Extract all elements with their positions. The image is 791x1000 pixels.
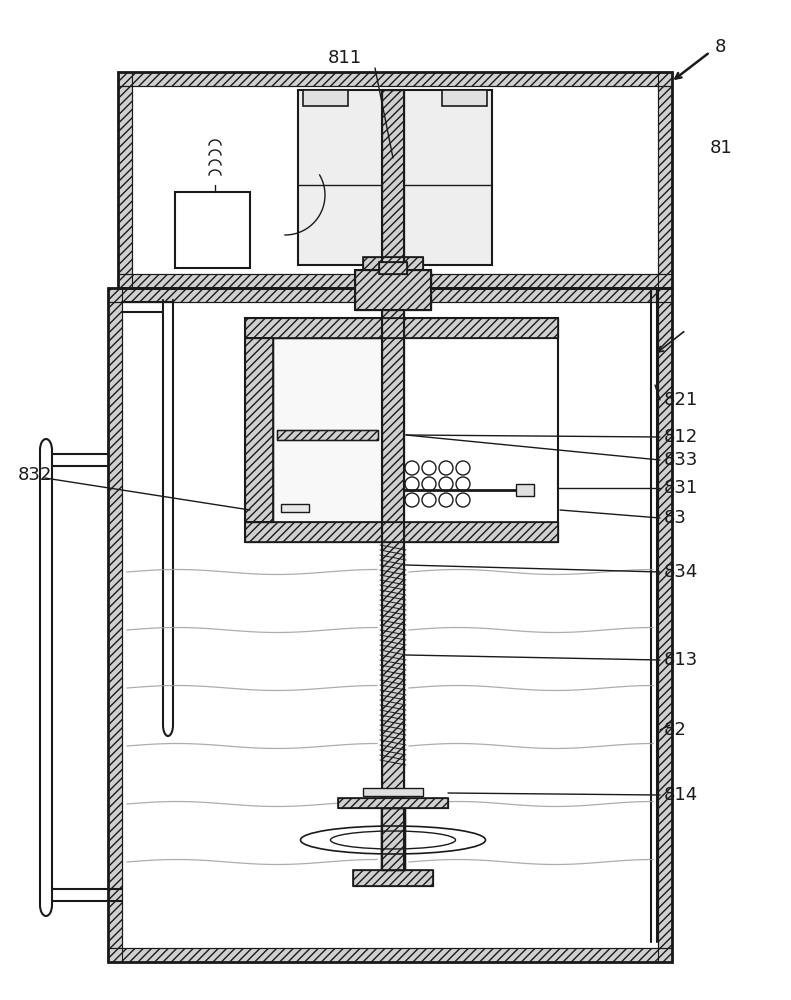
Bar <box>118 72 672 288</box>
Bar <box>118 72 672 86</box>
Bar <box>442 90 487 106</box>
Bar <box>281 504 309 512</box>
Bar <box>303 90 348 106</box>
Bar <box>108 288 672 962</box>
Bar <box>245 338 273 522</box>
Bar <box>245 522 558 542</box>
Bar <box>363 788 423 796</box>
Bar <box>277 430 378 440</box>
Bar <box>382 90 404 885</box>
Bar <box>382 90 404 885</box>
Bar <box>118 72 672 86</box>
Bar <box>245 338 273 522</box>
Text: 831: 831 <box>664 479 698 497</box>
Bar <box>355 270 431 310</box>
Bar <box>273 338 382 522</box>
Bar <box>118 72 132 288</box>
Bar <box>338 798 448 808</box>
Bar <box>355 270 431 310</box>
Bar <box>381 808 405 870</box>
Bar <box>353 870 433 886</box>
Bar <box>108 288 672 302</box>
Bar <box>298 90 492 265</box>
Text: 81: 81 <box>710 139 732 157</box>
Text: 832: 832 <box>18 466 52 484</box>
Bar <box>245 522 558 542</box>
Bar <box>245 318 558 338</box>
Bar <box>245 318 558 338</box>
Bar <box>381 808 405 870</box>
Text: 813: 813 <box>664 651 698 669</box>
Bar <box>245 338 273 522</box>
Text: 821: 821 <box>664 391 698 409</box>
Bar <box>379 262 407 274</box>
Bar <box>516 484 534 496</box>
Text: 812: 812 <box>664 428 698 446</box>
Bar <box>338 798 448 808</box>
Bar <box>658 288 672 962</box>
Bar <box>363 257 423 273</box>
Bar <box>108 948 672 962</box>
Bar <box>353 870 433 886</box>
Bar <box>108 948 672 962</box>
Bar <box>658 288 672 962</box>
Text: 8: 8 <box>715 38 726 56</box>
Bar <box>381 808 405 870</box>
Bar <box>108 288 672 962</box>
Bar <box>108 288 122 962</box>
Text: 833: 833 <box>664 451 698 469</box>
Bar <box>382 90 404 885</box>
Text: 83: 83 <box>664 509 687 527</box>
Bar <box>658 72 672 288</box>
Bar <box>118 72 672 288</box>
Bar <box>108 288 122 962</box>
Bar <box>353 870 433 886</box>
Bar <box>118 72 132 288</box>
Text: 811: 811 <box>328 49 362 67</box>
Bar <box>379 262 407 274</box>
Bar <box>245 318 558 542</box>
Text: 834: 834 <box>664 563 698 581</box>
Bar <box>363 257 423 273</box>
Bar <box>355 270 431 310</box>
Bar <box>118 274 672 288</box>
Bar <box>245 318 558 338</box>
Bar <box>108 288 672 302</box>
Bar <box>277 430 378 440</box>
Bar <box>245 522 558 542</box>
Bar <box>338 798 448 808</box>
Bar <box>363 257 423 273</box>
Bar <box>118 274 672 288</box>
Text: 814: 814 <box>664 786 698 804</box>
Bar <box>658 72 672 288</box>
Bar <box>379 262 407 274</box>
Text: 82: 82 <box>664 721 687 739</box>
Bar <box>175 192 250 268</box>
Bar <box>277 430 378 440</box>
